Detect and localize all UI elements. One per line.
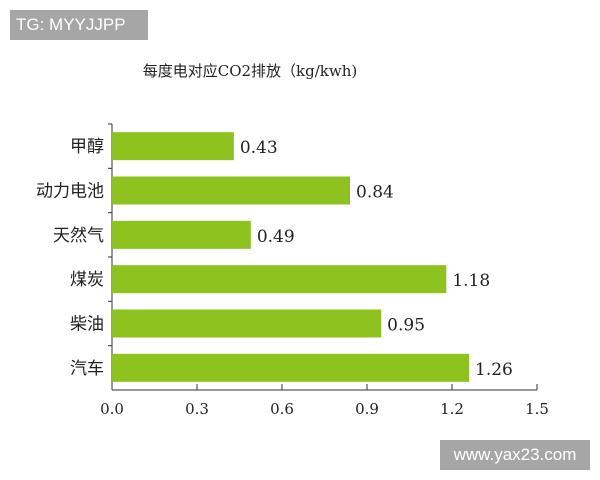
- data-label: 0.43: [240, 138, 278, 158]
- x-tick-label: 1.5: [525, 400, 549, 418]
- x-tick-label: 1.2: [440, 400, 464, 418]
- category-label: 汽车: [70, 359, 104, 379]
- data-label: 1.26: [475, 360, 513, 380]
- data-label: 0.84: [356, 183, 394, 203]
- bar: [112, 353, 469, 382]
- watermark-top: TG: MYYJJPP: [10, 10, 148, 40]
- bar: [112, 220, 251, 249]
- bar: [112, 309, 382, 338]
- x-tick-label: 0.3: [185, 400, 209, 418]
- category-label: 煤炭: [70, 270, 104, 290]
- category-label: 动力电池: [36, 182, 104, 202]
- x-tick-label: 0.0: [100, 400, 124, 418]
- data-label: 0.49: [257, 227, 295, 247]
- category-label: 甲醇: [70, 137, 104, 157]
- x-tick-label: 0.6: [270, 400, 294, 418]
- chart-title: 每度电对应CO2排放（kg/kwh): [143, 62, 358, 80]
- data-label: 1.18: [452, 271, 490, 291]
- x-tick-label: 0.9: [355, 400, 379, 418]
- watermark-bottom: www.yax23.com: [440, 440, 590, 470]
- category-label: 天然气: [53, 226, 104, 246]
- bar: [112, 132, 234, 161]
- data-label: 0.95: [387, 316, 425, 336]
- bar: [112, 176, 350, 205]
- bar: [112, 265, 447, 294]
- category-label: 柴油: [70, 315, 104, 335]
